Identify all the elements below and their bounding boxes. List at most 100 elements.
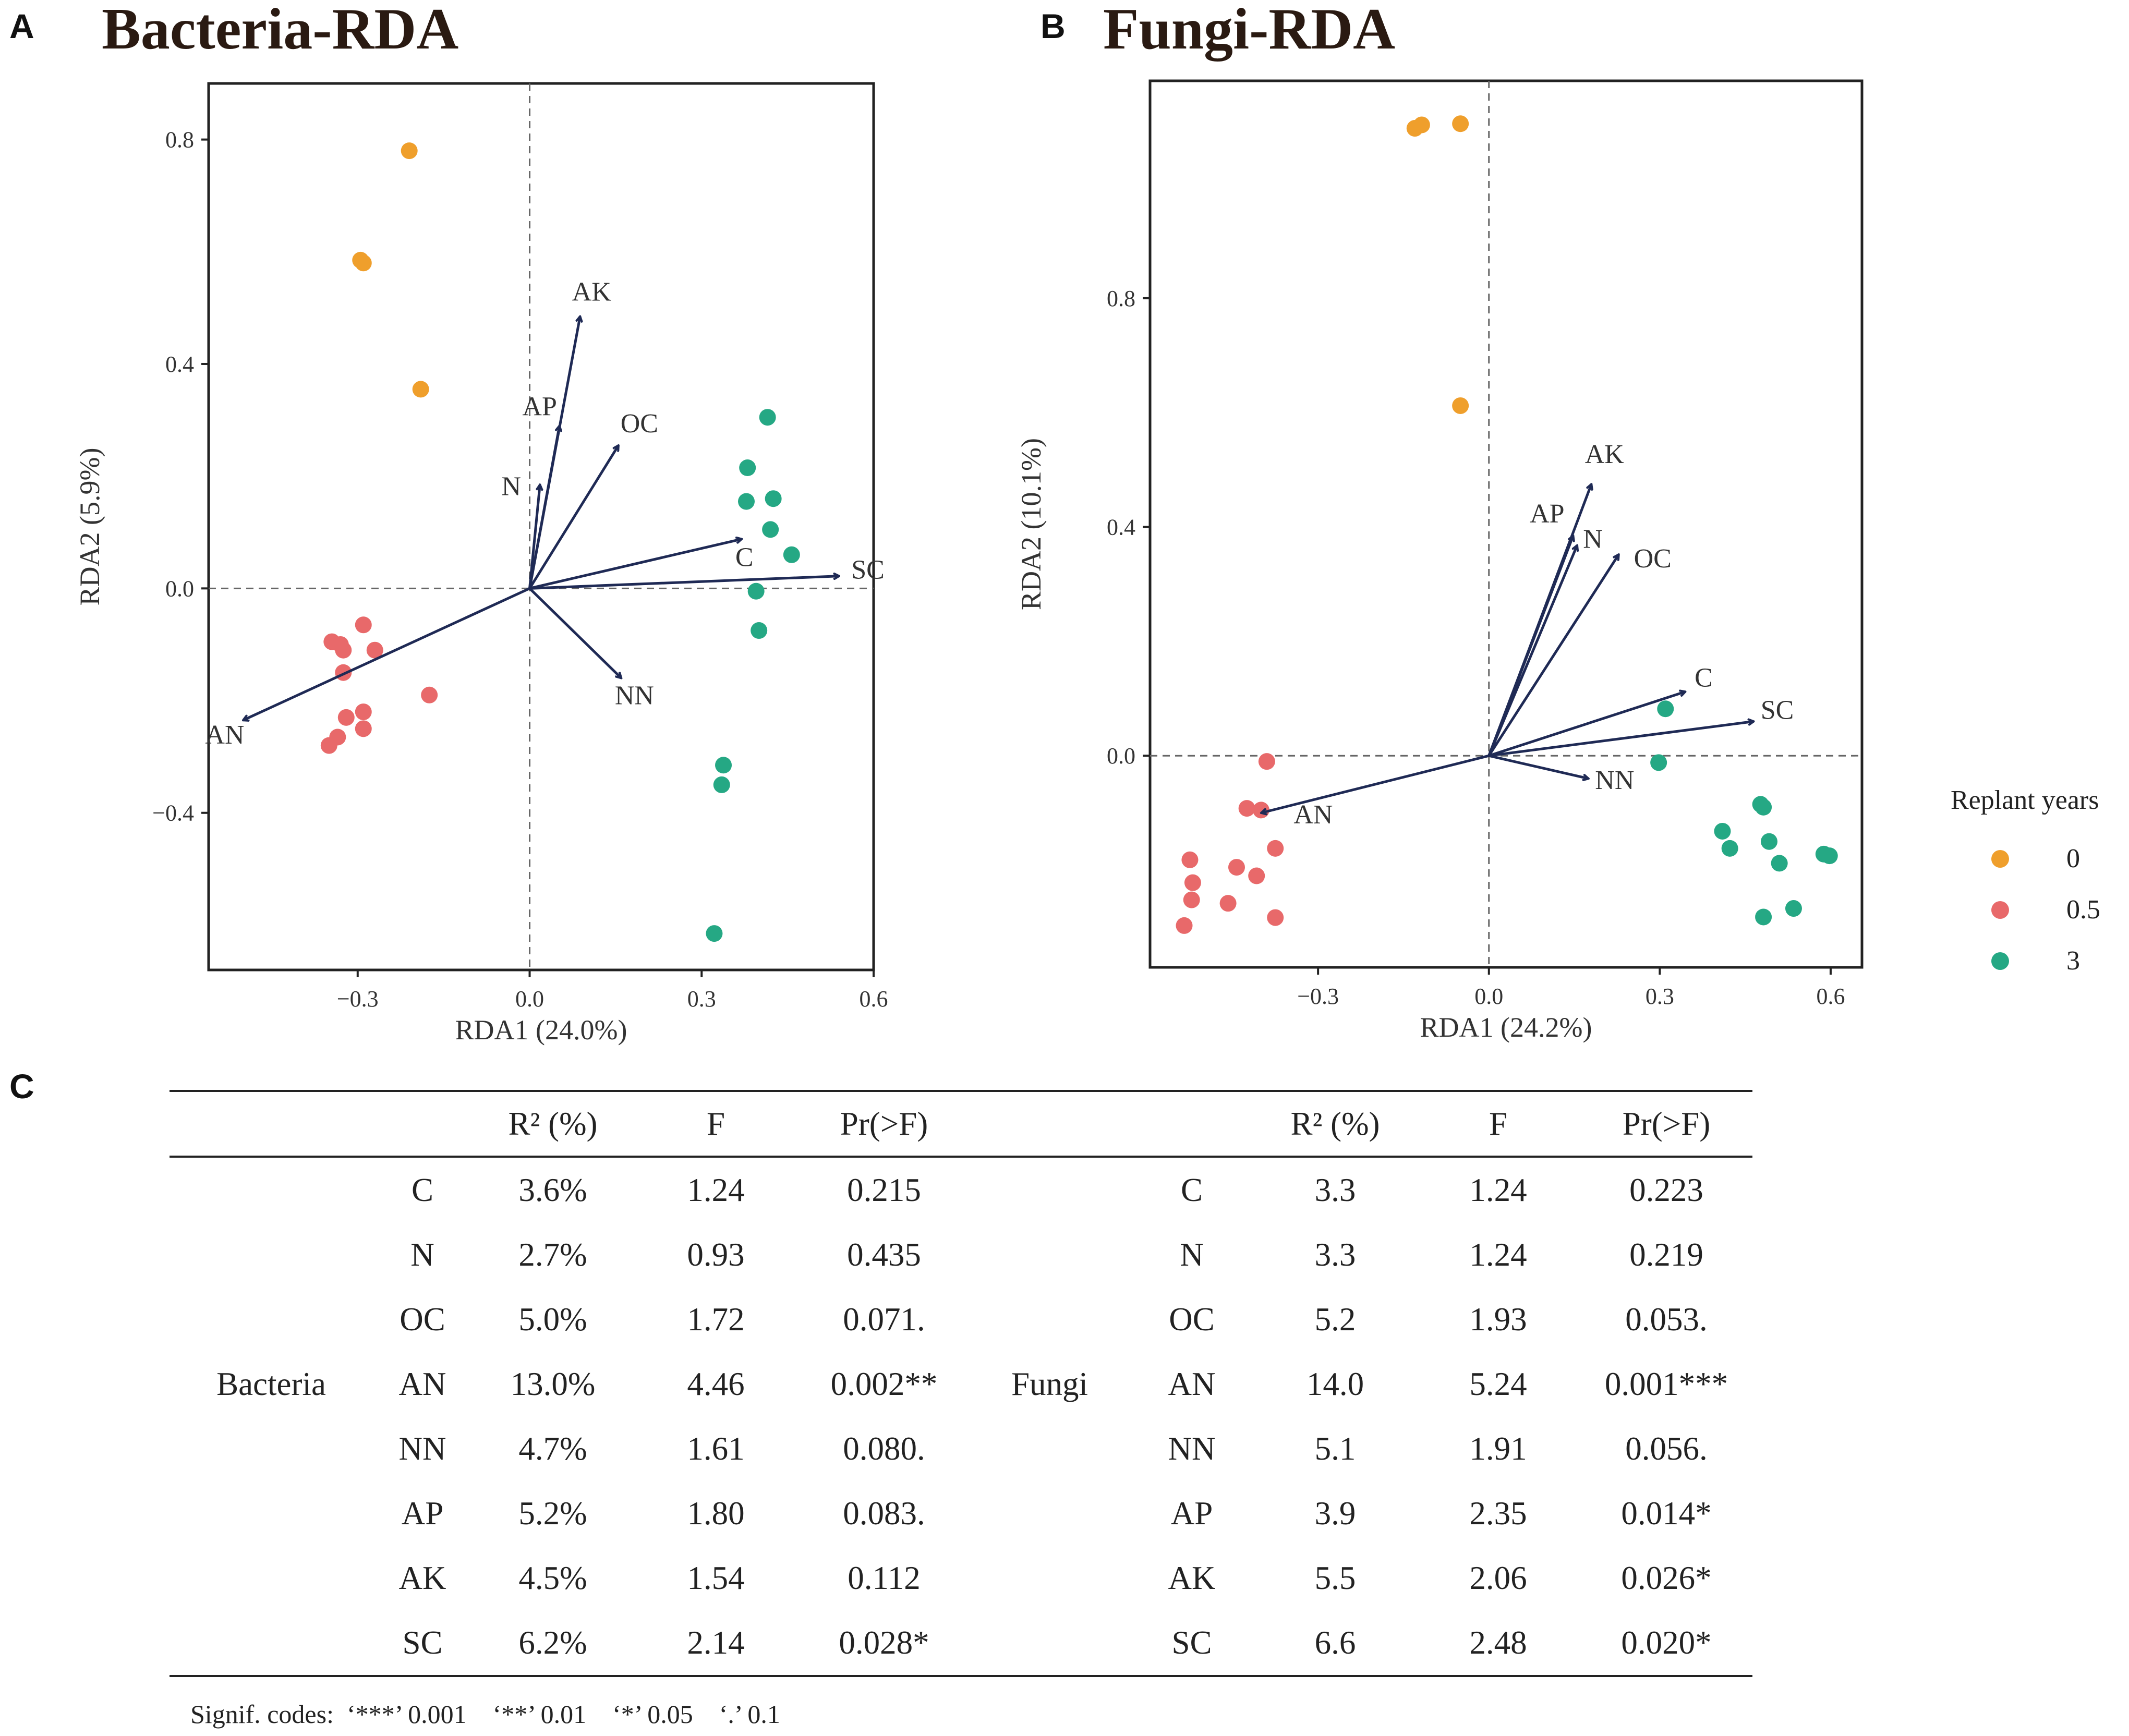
r2-cell: 5.0% (518, 1301, 587, 1338)
series-0-5 (320, 616, 438, 754)
group-label (970, 1481, 1129, 1546)
variable-cell: AK (398, 1559, 446, 1596)
header-group (970, 1090, 1129, 1158)
data-point (1761, 833, 1778, 850)
data-point (1252, 802, 1269, 819)
x-tick-label: 0.3 (1646, 984, 1674, 1009)
vector-arrow (528, 587, 622, 678)
vector-arrow (528, 426, 560, 589)
data-point (1452, 115, 1469, 132)
x-tick-label: 0.0 (515, 986, 544, 1012)
vector-label: SC (851, 555, 885, 585)
data-point (412, 381, 429, 398)
vector-arrow (529, 576, 840, 590)
x-tick-label: 0.6 (1816, 984, 1845, 1009)
f-cell: 1.93 (1469, 1301, 1527, 1338)
f-cell: 0.93 (687, 1236, 745, 1273)
header-variable (1129, 1090, 1254, 1158)
data-point (1267, 909, 1284, 926)
header-p: Pr(>F) (1580, 1090, 1752, 1158)
r2-cell: 5.5 (1314, 1559, 1356, 1596)
table-row: AP 5.2% 1.80 0.083. AP 3.9 2.35 0.014* (170, 1481, 1752, 1546)
group-label (970, 1610, 1129, 1677)
p-cell: 0.083. (843, 1495, 925, 1532)
r2-cell: 4.5% (518, 1559, 587, 1596)
header-r2: R² (%) (472, 1090, 634, 1158)
plot-frame (207, 82, 875, 972)
table-row: Bacteria AN 13.0% 4.46 0.002** Fungi AN 14.0 5.2… (170, 1352, 1752, 1416)
vector-arrow (1487, 545, 1577, 757)
vector-arrow (1489, 721, 1754, 757)
f-cell: 1.24 (687, 1171, 745, 1208)
legend-title: Replant years (1951, 785, 2099, 815)
group-label (970, 1222, 1129, 1287)
p-cell: 0.014* (1621, 1495, 1712, 1532)
group-label (970, 1287, 1129, 1352)
p-cell: 0.056. (1625, 1430, 1708, 1467)
x-tick-label: 0.0 (1474, 984, 1503, 1009)
data-point (783, 546, 800, 563)
vector-label: AK (572, 277, 612, 307)
f-cell: 2.48 (1416, 1610, 1580, 1677)
panel-c-letter: C (9, 1067, 34, 1106)
vector-arrow (1489, 754, 1589, 779)
vector-arrow (528, 484, 540, 589)
data-point (1228, 859, 1245, 876)
variable-cell: AP (1170, 1495, 1213, 1532)
vector-label: C (735, 543, 754, 573)
p-cell: 0.020* (1580, 1610, 1752, 1677)
vector-arrow (1488, 691, 1686, 757)
data-point (355, 254, 372, 272)
variable-cell: OC (1169, 1301, 1215, 1338)
rda-significance-table: R² (%) F Pr(>F) R² (%) F Pr(>F) C 3.6% 1.2… (170, 1090, 1752, 1677)
p-cell: 0.028* (798, 1610, 970, 1677)
variable-cell: SC (373, 1610, 472, 1677)
legend-item: 3 (1951, 938, 2128, 989)
vector-arrow (1487, 554, 1619, 757)
f-cell: 2.14 (634, 1610, 798, 1677)
vector-label: AK (1585, 440, 1625, 469)
table-row: N 2.7% 0.93 0.435 N 3.3 1.24 0.219 (170, 1222, 1752, 1287)
r2-cell: 3.6% (518, 1171, 587, 1208)
data-point (751, 622, 768, 639)
r2-cell: 3.9 (1314, 1495, 1356, 1532)
header-f: F (634, 1090, 798, 1158)
series-3 (1650, 700, 1838, 926)
p-cell: 0.026* (1621, 1559, 1712, 1596)
f-cell: 2.35 (1469, 1495, 1527, 1532)
fungi-rda-plot: −0.3 0.0 0.3 0.6 0.0 0.4 0.8 RDA1 (24.2%) RDA2 (… (1015, 79, 1864, 1043)
variable-cell: AN (1168, 1365, 1216, 1402)
panel-a-letter: A (9, 7, 34, 45)
r2-cell: 5.2 (1314, 1301, 1356, 1338)
data-point (355, 616, 372, 634)
f-cell: 2.06 (1469, 1559, 1527, 1596)
f-cell: 4.46 (687, 1365, 745, 1402)
f-cell: 1.91 (1469, 1430, 1527, 1467)
f-cell: 1.80 (687, 1495, 745, 1532)
series-3 (706, 409, 800, 942)
header-r2: R² (%) (1254, 1090, 1416, 1158)
data-point (1183, 891, 1200, 908)
data-point (1650, 754, 1667, 771)
data-point (1248, 867, 1265, 884)
legend-label: 0 (2066, 844, 2080, 873)
data-point (335, 641, 352, 659)
data-point (1258, 753, 1275, 770)
y-axis-label: RDA2 (10.1%) (1015, 438, 1047, 610)
data-point (366, 641, 383, 659)
data-point (337, 709, 355, 726)
group-label (170, 1287, 373, 1352)
data-point (747, 582, 765, 600)
data-point (759, 409, 776, 426)
table-header-row: R² (%) F Pr(>F) R² (%) F Pr(>F) (170, 1090, 1752, 1158)
panel-a-title: Bacteria-RDA (102, 0, 459, 62)
table-row: NN 4.7% 1.61 0.080. NN 5.1 1.91 0.056. (170, 1416, 1752, 1481)
vector-label: N (502, 471, 522, 501)
group-label (970, 1416, 1129, 1481)
vector-label: NN (615, 681, 654, 711)
y-axis-label: RDA2 (5.9%) (74, 448, 105, 606)
group-label: Bacteria (216, 1365, 326, 1402)
data-point (421, 686, 438, 703)
group-label: Fungi (1011, 1365, 1088, 1402)
legend-swatch (1991, 901, 2009, 919)
